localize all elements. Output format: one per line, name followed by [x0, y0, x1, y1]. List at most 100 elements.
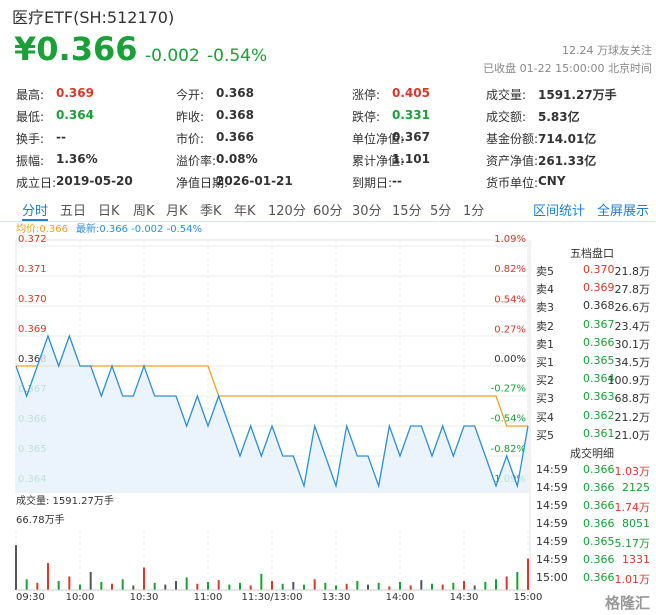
volume-bar [228, 584, 231, 590]
trade-volume: 1.74万 [614, 501, 651, 514]
volume-bar [175, 581, 177, 590]
x-tick-label: 14:00 [386, 592, 415, 603]
volume-title: 成交量: 1591.27万手 [16, 494, 114, 507]
trade-price: 0.366 [583, 499, 615, 512]
book-price: 0.361 [583, 426, 615, 440]
stat-label: 成交量: [486, 88, 527, 102]
volume-bar [281, 583, 284, 590]
y2-tick-label: 0.00% [494, 354, 526, 365]
change: -0.002 [145, 46, 200, 66]
title: 医疗ETF(SH:512170) [12, 8, 175, 27]
stat-value: 0.367 [392, 130, 430, 144]
tab-link[interactable]: 区间统计 [533, 204, 586, 219]
stat-label: 最高: [16, 88, 45, 102]
tab[interactable]: 分时 [22, 200, 49, 221]
trade-price: 0.366 [583, 571, 615, 584]
tab[interactable]: 1分 [463, 204, 485, 219]
line [16, 365, 528, 427]
volume-bar [313, 579, 316, 590]
volume-bar [47, 563, 49, 590]
x-tick-label: 15:00 [514, 592, 543, 603]
book-price: 0.365 [583, 354, 615, 367]
volume-bar [367, 584, 369, 590]
tab[interactable]: 15分 [392, 204, 422, 219]
stat-value: 0.08% [216, 152, 258, 166]
volume-bar [356, 581, 359, 590]
book-volume: 34.5万 [614, 356, 651, 369]
tab[interactable]: 年K [234, 204, 256, 219]
volume-bar [303, 584, 305, 590]
tab[interactable]: 日K [98, 204, 120, 219]
tab[interactable]: 月K [166, 204, 188, 219]
x-tick-label: 11:00 [194, 592, 223, 603]
volume-bar [207, 581, 209, 590]
tab[interactable]: 5分 [430, 204, 452, 219]
tab[interactable]: 60分 [313, 204, 343, 219]
stat-label: 成交额: [486, 110, 527, 124]
trade-time: 14:59 [536, 553, 568, 566]
status: 已收盘 01-22 15:00:00 北京时间 [483, 62, 652, 75]
stat-label: 振幅: [16, 154, 45, 168]
book-price: 0.370 [583, 263, 615, 276]
tab[interactable]: 五日 [60, 204, 87, 219]
y-tick-label: 0.369 [18, 324, 47, 335]
volume-bar [79, 584, 81, 590]
legend-label: 最新:0.366 -0.002 -0.54% [76, 222, 202, 235]
volume-bar [111, 583, 113, 590]
tab[interactable]: 120分 [268, 204, 306, 219]
tab[interactable]: 周K [133, 204, 155, 219]
tab-link[interactable]: 全屏展示 [597, 204, 650, 219]
followers: 12.24 万球友关注 [562, 44, 652, 57]
volume-bar [473, 585, 476, 590]
book-title: 五档盘口 [570, 247, 614, 260]
trade-volume: 1.01万 [614, 573, 651, 586]
book-price: 0.362 [583, 408, 615, 422]
book-label: 买4 [536, 410, 554, 424]
volume-bar [431, 583, 433, 590]
book-price: 0.368 [583, 299, 615, 313]
x-tick-label: 10:00 [66, 592, 95, 603]
volume-bar [452, 582, 455, 590]
line [15, 334, 529, 489]
stat-value: 5.83亿 [538, 110, 580, 124]
volume-bar [409, 585, 412, 590]
volume-bar [185, 577, 188, 590]
book-volume: 21.8万 [614, 265, 651, 278]
y-tick-label: 0.370 [18, 294, 47, 305]
stat-label: 市价: [176, 132, 205, 146]
volume-bar [132, 585, 135, 590]
book-volume: 26.6万 [614, 301, 651, 315]
trade-time: 14:59 [536, 517, 568, 530]
volume-bar [516, 572, 519, 590]
book-price: 0.364 [583, 372, 615, 386]
volume-bar [399, 581, 401, 590]
volume-bar [335, 585, 337, 590]
stat-label: 今开: [176, 88, 205, 102]
stat-value: 1591.27万手 [538, 88, 617, 102]
y-tick-label: 66.78万手 [16, 513, 65, 526]
stat-label: 换手: [16, 132, 45, 146]
volume-bar [153, 582, 156, 590]
legend-label: 均价:0.366 [16, 223, 68, 235]
tab[interactable]: 季K [200, 204, 222, 219]
tab[interactable]: 30分 [352, 204, 382, 219]
volume-bar [388, 586, 391, 590]
stat-value: 1.101 [392, 152, 430, 166]
book-price: 0.369 [583, 281, 615, 295]
volume-bar [196, 583, 199, 590]
stat-value: CNY [538, 174, 566, 188]
stat-value: -- [392, 174, 402, 188]
volume-bar [292, 581, 295, 590]
volume-bar [420, 580, 423, 590]
stat-value: 0.369 [56, 86, 94, 100]
volume-bar [15, 545, 17, 590]
volume-bar [36, 582, 39, 590]
x-tick-label: 10:30 [130, 592, 159, 603]
y2-tick-label: 0.82% [494, 264, 526, 275]
volume-bar [164, 584, 167, 590]
stat-label: 资产净值: [486, 154, 539, 168]
x-tick-label: 11:30/13:00 [241, 592, 302, 603]
stat-value: 0.366 [216, 130, 254, 144]
